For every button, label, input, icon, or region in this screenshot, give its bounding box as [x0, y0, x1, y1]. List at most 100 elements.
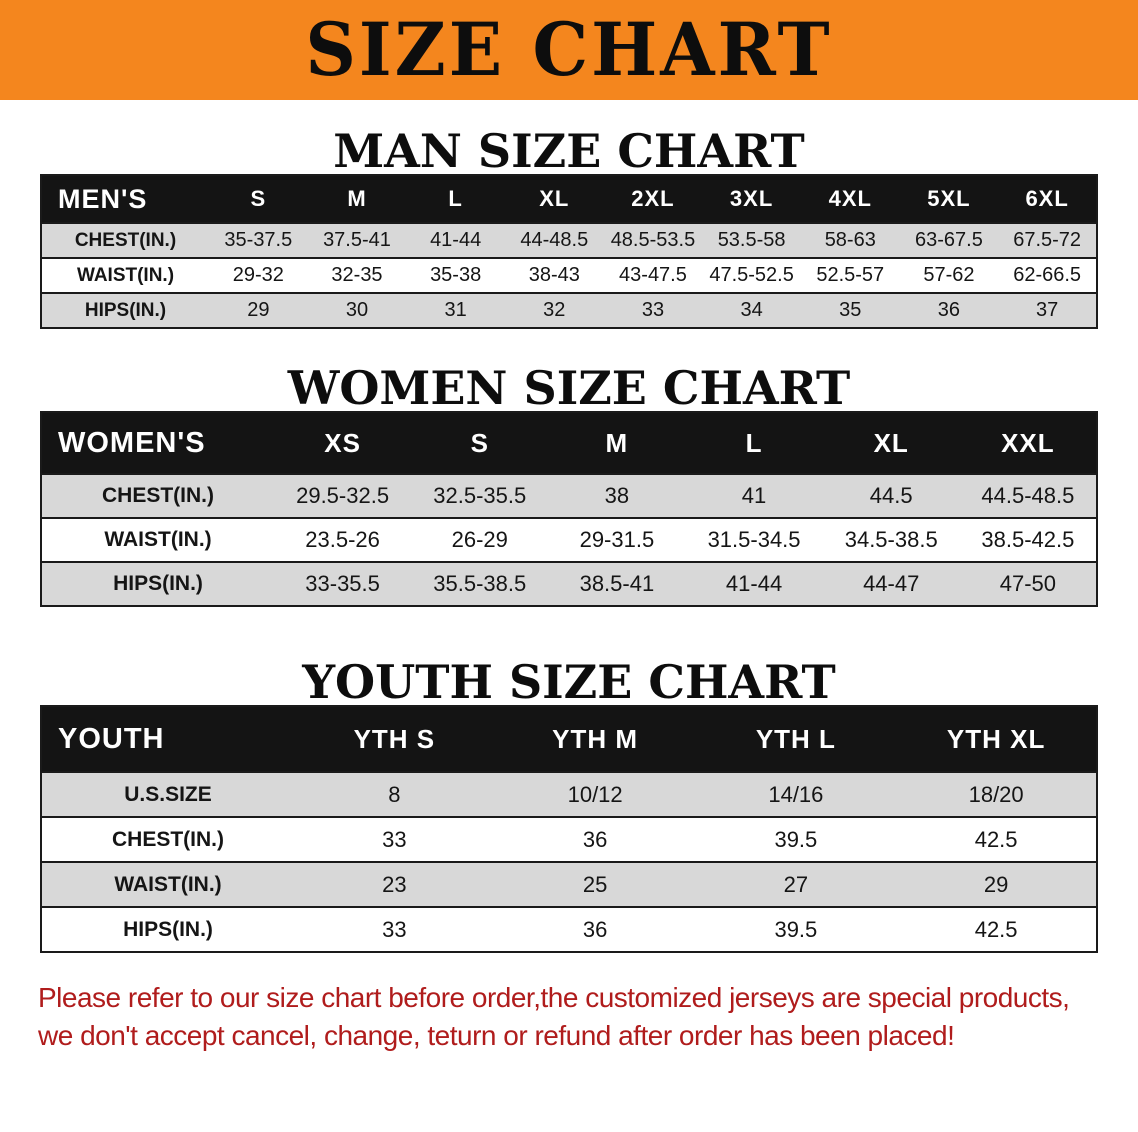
- row-label-cell: HIPS(IN.): [41, 906, 294, 952]
- row-label-cell: CHEST(IN.): [41, 816, 294, 862]
- size-header-cell: XL: [822, 412, 960, 474]
- value-cell: 10/12: [494, 771, 696, 817]
- value-cell: 27: [695, 861, 897, 907]
- row-label-cell: HIPS(IN.): [41, 292, 209, 328]
- page-title: SIZE CHART: [305, 5, 833, 94]
- disclaimer-line-1: Please refer to our size chart before or…: [38, 982, 1070, 1013]
- value-cell: 26-29: [411, 517, 549, 562]
- value-cell: 47.5-52.5: [702, 257, 801, 293]
- size-header-cell: L: [685, 412, 823, 474]
- value-cell: 63-67.5: [899, 222, 999, 258]
- women-section-heading: WOMEN SIZE CHART: [287, 361, 851, 415]
- value-cell: 36: [899, 292, 999, 328]
- value-cell: 35: [800, 292, 900, 328]
- row-label-cell: WAIST(IN.): [41, 517, 274, 562]
- size-header-cell: YTH M: [494, 706, 696, 772]
- value-cell: 67.5-72: [998, 222, 1097, 258]
- value-cell: 18/20: [896, 771, 1097, 817]
- value-cell: 39.5: [695, 906, 897, 952]
- size-header-cell: XS: [274, 412, 412, 474]
- value-cell: 42.5: [896, 906, 1097, 952]
- value-cell: 33-35.5: [274, 561, 412, 606]
- size-header-cell: 5XL: [899, 175, 999, 223]
- table-row: WAIST(IN.) 29-32 32-35 35-38 38-43 43-47.5 47.…: [41, 257, 1097, 293]
- value-cell: 37: [998, 292, 1097, 328]
- size-header-cell: YTH S: [294, 706, 495, 772]
- table-title-cell: YOUTH: [41, 706, 294, 772]
- table-header-row: YOUTH YTH S YTH M YTH L YTH XL: [41, 706, 1097, 772]
- value-cell: 36: [494, 816, 696, 862]
- value-cell: 29: [209, 292, 308, 328]
- row-label-cell: CHEST(IN.): [41, 222, 209, 258]
- value-cell: 58-63: [800, 222, 900, 258]
- value-cell: 23: [294, 861, 495, 907]
- disclaimer-line-2: we don't accept cancel, change, teturn o…: [38, 1019, 955, 1051]
- youth-size-table: YOUTH YTH S YTH M YTH L YTH XL U.S.SIZE 8 10/12…: [40, 705, 1098, 953]
- value-cell: 38.5-42.5: [959, 517, 1097, 562]
- value-cell: 23.5-26: [274, 517, 412, 562]
- value-cell: 44-48.5: [504, 222, 604, 258]
- value-cell: 33: [294, 816, 495, 862]
- table-row: U.S.SIZE 8 10/12 14/16 18/20: [41, 771, 1097, 817]
- table-row: WAIST(IN.) 23 25 27 29: [41, 861, 1097, 907]
- value-cell: 52.5-57: [800, 257, 900, 293]
- value-cell: 41-44: [685, 561, 823, 606]
- table-header-row: MEN'S S M L XL 2XL 3XL 4XL 5XL 6XL: [41, 175, 1097, 223]
- table-header-row: WOMEN'S XS S M L XL XXL: [41, 412, 1097, 474]
- value-cell: 31.5-34.5: [685, 517, 823, 562]
- size-header-cell: 4XL: [800, 175, 900, 223]
- size-header-cell: S: [411, 412, 549, 474]
- row-label-cell: WAIST(IN.): [41, 861, 294, 907]
- value-cell: 38-43: [504, 257, 604, 293]
- value-cell: 33: [603, 292, 703, 328]
- value-cell: 44-47: [822, 561, 960, 606]
- women-size-table: WOMEN'S XS S M L XL XXL CHEST(IN.) 29.5-32.5 32.5…: [40, 411, 1098, 607]
- size-header-cell: 2XL: [603, 175, 703, 223]
- table-title-cell: MEN'S: [41, 175, 209, 223]
- value-cell: 57-62: [899, 257, 999, 293]
- youth-section-heading: YOUTH SIZE CHART: [302, 655, 836, 709]
- row-label-cell: U.S.SIZE: [41, 771, 294, 817]
- value-cell: 32-35: [307, 257, 407, 293]
- value-cell: 34: [702, 292, 801, 328]
- value-cell: 53.5-58: [702, 222, 801, 258]
- value-cell: 39.5: [695, 816, 897, 862]
- table-row: HIPS(IN.) 29 30 31 32 33 34 35 36 37: [41, 292, 1097, 328]
- row-label-cell: HIPS(IN.): [41, 561, 274, 606]
- value-cell: 29: [896, 861, 1097, 907]
- value-cell: 34.5-38.5: [822, 517, 960, 562]
- men-section-heading: MAN SIZE CHART: [333, 124, 805, 178]
- value-cell: 35-38: [406, 257, 505, 293]
- value-cell: 32.5-35.5: [411, 473, 549, 518]
- table-title-cell: WOMEN'S: [41, 412, 274, 474]
- table-row: WAIST(IN.) 23.5-26 26-29 29-31.5 31.5-34.5 34…: [41, 517, 1097, 562]
- value-cell: 41-44: [406, 222, 505, 258]
- men-size-table: MEN'S S M L XL 2XL 3XL 4XL 5XL 6XL CHEST(IN.) 35-37…: [40, 174, 1098, 329]
- value-cell: 44.5: [822, 473, 960, 518]
- value-cell: 35.5-38.5: [411, 561, 549, 606]
- value-cell: 29-32: [209, 257, 308, 293]
- value-cell: 29-31.5: [548, 517, 686, 562]
- value-cell: 42.5: [896, 816, 1097, 862]
- size-header-cell: XL: [504, 175, 604, 223]
- row-label-cell: WAIST(IN.): [41, 257, 209, 293]
- table-row: CHEST(IN.) 35-37.5 37.5-41 41-44 44-48.5 48.5…: [41, 222, 1097, 258]
- value-cell: 8: [294, 771, 495, 817]
- value-cell: 29.5-32.5: [274, 473, 412, 518]
- value-cell: 35-37.5: [209, 222, 308, 258]
- value-cell: 48.5-53.5: [603, 222, 703, 258]
- value-cell: 25: [494, 861, 696, 907]
- value-cell: 43-47.5: [603, 257, 703, 293]
- top-banner: SIZE CHART: [0, 0, 1138, 100]
- row-label-cell: CHEST(IN.): [41, 473, 274, 518]
- size-header-cell: 6XL: [998, 175, 1097, 223]
- value-cell: 62-66.5: [998, 257, 1097, 293]
- size-header-cell: M: [548, 412, 686, 474]
- value-cell: 32: [504, 292, 604, 328]
- size-header-cell: XXL: [959, 412, 1097, 474]
- value-cell: 30: [307, 292, 407, 328]
- value-cell: 31: [406, 292, 505, 328]
- size-header-cell: S: [209, 175, 308, 223]
- value-cell: 37.5-41: [307, 222, 407, 258]
